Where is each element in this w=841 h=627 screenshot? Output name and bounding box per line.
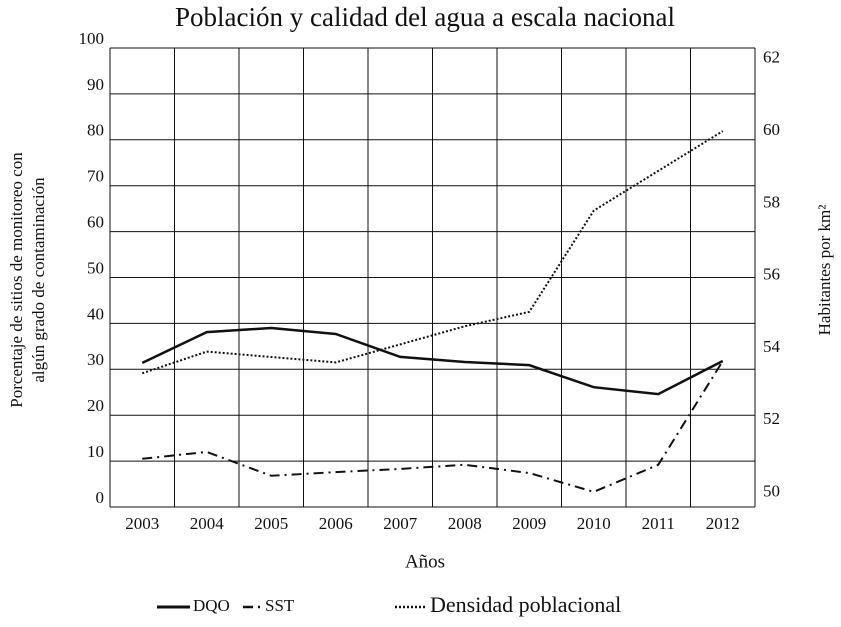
y2-tick-label: 54 (763, 337, 781, 356)
y-tick-label: 20 (87, 396, 104, 415)
y-tick-label: 50 (87, 258, 104, 277)
y2-tick-label: 58 (763, 192, 780, 211)
y-tick-label: 90 (87, 75, 104, 94)
x-tick-label: 2009 (512, 514, 546, 533)
x-tick-label: 2007 (383, 514, 418, 533)
y-axis-title: algún grado de contaminación (29, 177, 48, 383)
x-tick-label: 2003 (125, 514, 159, 533)
x-tick-label: 2011 (642, 514, 675, 533)
y2-tick-label: 52 (763, 409, 780, 428)
x-tick-label: 2006 (319, 514, 353, 533)
x-axis-title: Años (405, 551, 445, 572)
x-tick-label: 2004 (190, 514, 225, 533)
y-tick-label: 60 (87, 213, 104, 232)
y-tick-label: 80 (87, 121, 104, 140)
y-tick-label: 10 (87, 442, 104, 461)
x-tick-label: 2010 (577, 514, 611, 533)
series-line (142, 360, 724, 493)
series-line (141, 326, 724, 396)
y2-tick-label: 56 (763, 265, 780, 284)
y-tick-label: 70 (87, 167, 104, 186)
y2-tick-label: 60 (763, 120, 780, 139)
y2-tick-label: 50 (763, 481, 780, 500)
x-tick-label: 2012 (706, 514, 740, 533)
y-tick-label: 100 (79, 29, 105, 48)
legend-label: Densidad poblacional (430, 592, 621, 617)
legend-label: DQO (193, 596, 230, 615)
series-line (141, 130, 724, 375)
legend-label: SST (265, 596, 295, 615)
y-axis-title: Porcentaje de sitios de monitoreo con (7, 152, 26, 408)
x-tick-label: 2008 (448, 514, 482, 533)
chart-title: Población y calidad del agua a escala na… (175, 2, 675, 32)
y2-axis-title: Habitantes por km² (815, 205, 834, 336)
y-tick-label: 0 (96, 488, 105, 507)
y-tick-label: 30 (87, 350, 104, 369)
x-tick-label: 2005 (254, 514, 288, 533)
y-tick-label: 40 (87, 304, 104, 323)
y2-tick-label: 62 (763, 48, 780, 67)
